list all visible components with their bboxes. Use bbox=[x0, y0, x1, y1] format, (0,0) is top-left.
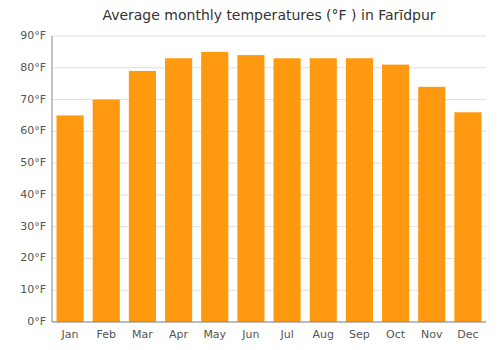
x-tick-label: May bbox=[203, 328, 226, 341]
bar bbox=[129, 71, 156, 322]
x-tick-label: Jan bbox=[61, 328, 79, 341]
y-tick-label: 10°F bbox=[20, 283, 46, 296]
grid-line bbox=[52, 322, 486, 323]
y-tick-label: 50°F bbox=[20, 156, 46, 169]
x-tick-label: Oct bbox=[386, 328, 406, 341]
grid-line bbox=[52, 36, 486, 37]
x-axis-line bbox=[52, 322, 486, 323]
bar bbox=[237, 55, 264, 322]
bar bbox=[57, 115, 84, 322]
chart-svg: Average monthly temperatures (°F ) in Fa… bbox=[0, 0, 500, 350]
x-tick-label: Dec bbox=[457, 328, 478, 341]
bar bbox=[274, 58, 301, 322]
x-tick-label: Aug bbox=[313, 328, 334, 341]
y-axis: 0°F 10°F 20°F 30°F 40°F 50°F 60°F 70°F 80°F 90°F bbox=[20, 29, 46, 328]
x-tick-label: Jul bbox=[279, 328, 293, 341]
bars bbox=[57, 52, 482, 322]
x-tick-label: Jun bbox=[241, 328, 259, 341]
y-tick-label: 20°F bbox=[20, 251, 46, 264]
bar bbox=[310, 58, 337, 322]
y-axis-line bbox=[52, 36, 53, 322]
y-tick-label: 80°F bbox=[20, 61, 46, 74]
x-tick-label: Apr bbox=[169, 328, 189, 341]
x-tick-label: Feb bbox=[97, 328, 116, 341]
x-tick-label: Sep bbox=[349, 328, 370, 341]
bar bbox=[454, 112, 481, 322]
grid-line bbox=[52, 67, 486, 68]
y-tick-label: 40°F bbox=[20, 188, 46, 201]
x-tick-label: Nov bbox=[421, 328, 443, 341]
title: Average monthly temperatures (°F ) in Fa… bbox=[102, 7, 435, 23]
y-tick-label: 60°F bbox=[20, 124, 46, 137]
chart-container: Average monthly temperatures (°F ) in Fa… bbox=[0, 0, 500, 350]
grid bbox=[52, 36, 486, 322]
bar bbox=[382, 65, 409, 322]
y-tick-label: 0°F bbox=[27, 315, 46, 328]
bar bbox=[201, 52, 228, 322]
bar bbox=[165, 58, 192, 322]
y-tick-label: 70°F bbox=[20, 93, 46, 106]
bar bbox=[346, 58, 373, 322]
x-tick-label: Mar bbox=[132, 328, 153, 341]
x-axis: Jan Feb Mar Apr May Jun Jul Aug Sep Oct Nov Dec bbox=[61, 328, 479, 341]
y-tick-label: 90°F bbox=[20, 29, 46, 42]
bar bbox=[418, 87, 445, 322]
y-tick-label: 30°F bbox=[20, 220, 46, 233]
bar bbox=[93, 100, 120, 322]
